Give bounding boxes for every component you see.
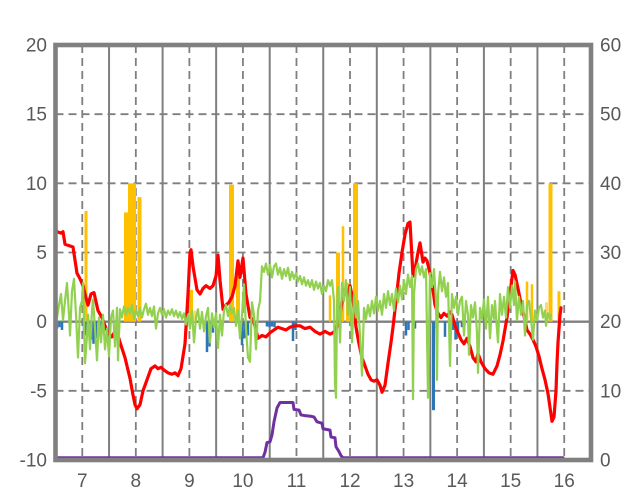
svg-text:20: 20 bbox=[26, 36, 47, 57]
svg-text:30: 30 bbox=[600, 243, 621, 264]
svg-text:10: 10 bbox=[26, 174, 47, 195]
svg-text:15: 15 bbox=[26, 105, 47, 126]
svg-text:16: 16 bbox=[554, 471, 575, 492]
svg-text:50: 50 bbox=[600, 105, 621, 126]
svg-text:0: 0 bbox=[36, 312, 47, 333]
svg-text:0: 0 bbox=[600, 451, 611, 472]
svg-text:10: 10 bbox=[232, 471, 253, 492]
svg-text:5: 5 bbox=[36, 243, 47, 264]
svg-text:15: 15 bbox=[500, 471, 521, 492]
svg-text:10: 10 bbox=[600, 381, 621, 402]
svg-text:-5: -5 bbox=[30, 381, 47, 402]
svg-text:7: 7 bbox=[77, 471, 88, 492]
svg-text:12: 12 bbox=[339, 471, 360, 492]
svg-text:8: 8 bbox=[131, 471, 142, 492]
svg-text:40: 40 bbox=[600, 174, 621, 195]
svg-text:9: 9 bbox=[184, 471, 195, 492]
svg-text:14: 14 bbox=[447, 471, 469, 492]
svg-text:11: 11 bbox=[287, 471, 307, 492]
svg-text:60: 60 bbox=[600, 36, 621, 57]
svg-text:20: 20 bbox=[600, 312, 621, 333]
svg-text:13: 13 bbox=[393, 471, 414, 492]
svg-text:-10: -10 bbox=[20, 451, 47, 472]
